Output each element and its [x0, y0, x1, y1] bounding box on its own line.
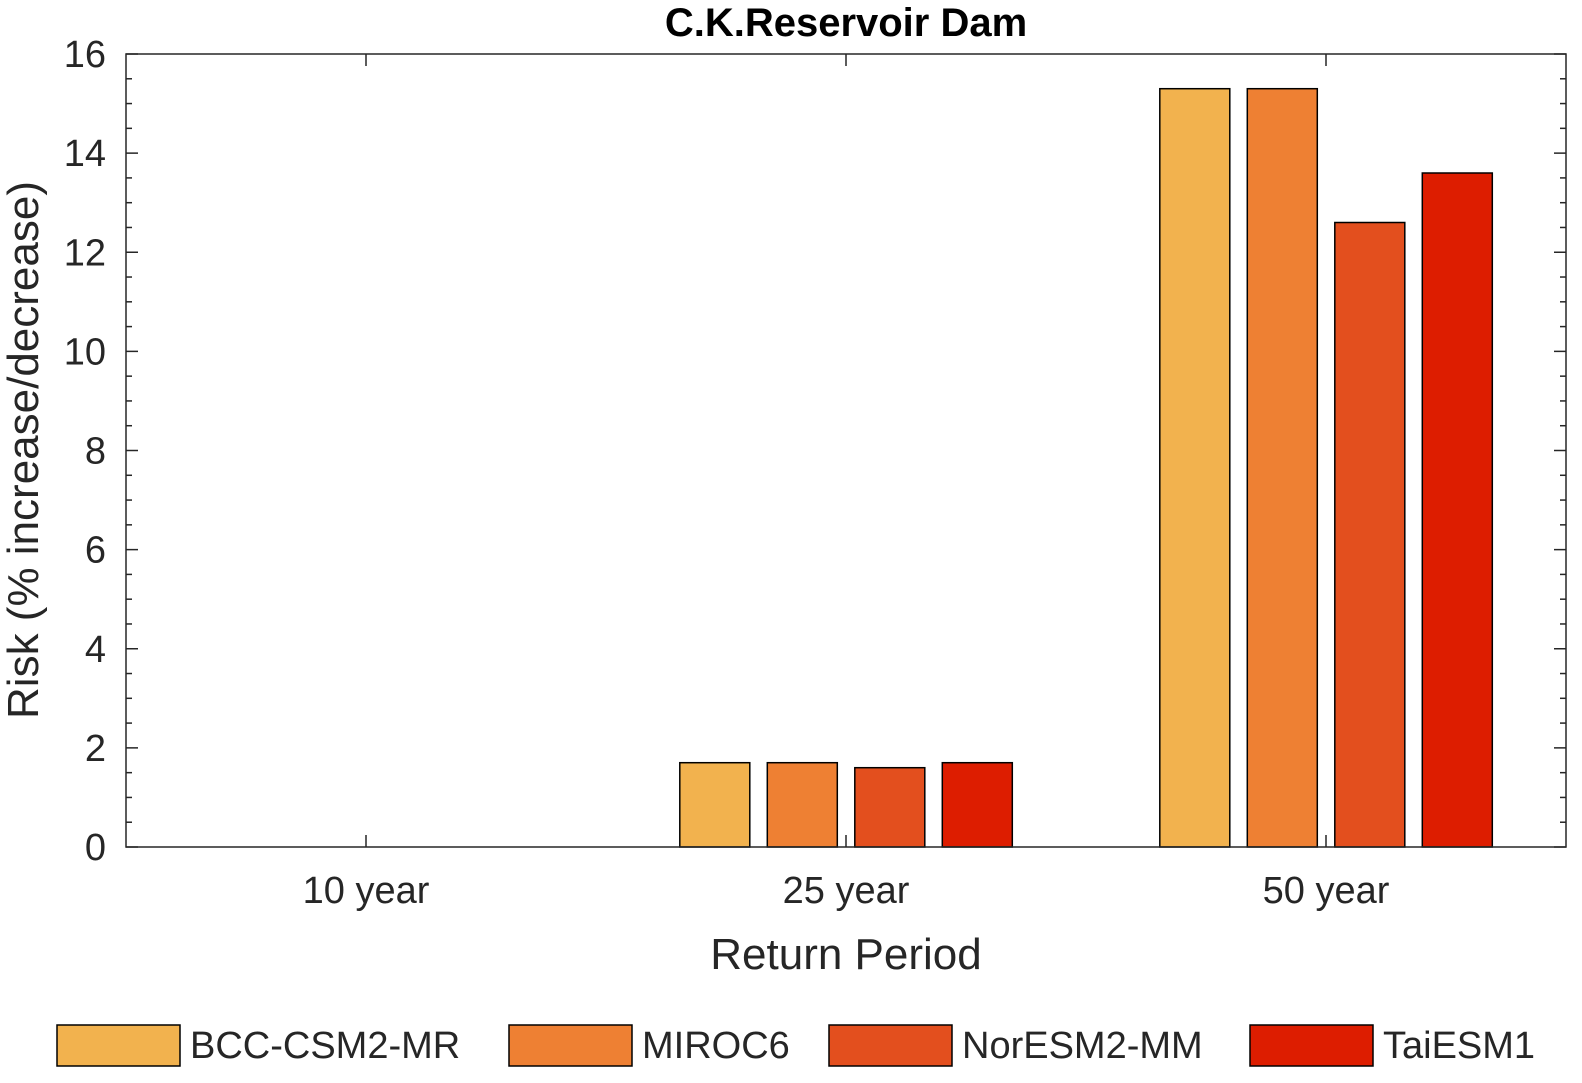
legend-swatch	[1249, 1024, 1374, 1067]
legend-label: TaiESM1	[1383, 1025, 1535, 1067]
plot-axes: 0 2 4 6 8 10 12 14 16 10 year 25 year 50 year	[64, 34, 1567, 912]
y-tick-label: 10	[64, 331, 106, 373]
bar-miroc6-25-year	[766, 761, 839, 848]
x-tick-label: 10 year	[303, 870, 430, 912]
legend: BCC-CSM2-MR MIROC6 NorESM2-MM TaiESM1	[56, 1024, 1535, 1067]
x-tick-label: 50 year	[1263, 870, 1390, 912]
bar-taiesm1-50-year	[1421, 172, 1494, 848]
legend-swatch	[828, 1024, 953, 1067]
y-tick-label: 12	[64, 232, 106, 274]
legend-label: NorESM2-MM	[962, 1025, 1203, 1067]
legend-swatch	[56, 1024, 181, 1067]
legend-label: BCC-CSM2-MR	[190, 1025, 460, 1067]
y-axis-label: Risk (% increase/decrease)	[0, 181, 48, 719]
x-tick-label: 25 year	[783, 870, 910, 912]
bar-taiesm1-25-year	[941, 761, 1014, 848]
y-tick-label: 4	[85, 629, 106, 671]
plot-bars	[679, 87, 1494, 848]
x-axis-label: Return Period	[710, 930, 981, 979]
bar-bcc-csm2-mr-25-year	[679, 761, 751, 848]
bar-noresm2-mm-50-year	[1334, 221, 1406, 848]
y-tick-label: 2	[85, 728, 106, 770]
y-tick-label: 16	[64, 34, 106, 76]
chart-title: C.K.Reservoir Dam	[665, 1, 1027, 45]
y-tick-label: 0	[85, 827, 106, 869]
legend-label: MIROC6	[642, 1025, 790, 1067]
bar-miroc6-50-year	[1246, 87, 1319, 848]
bar-noresm2-mm-25-year	[854, 766, 926, 848]
y-tick-label: 6	[85, 530, 106, 572]
legend-swatch	[508, 1024, 633, 1067]
y-tick-label: 14	[64, 133, 106, 175]
y-tick-label: 8	[85, 431, 106, 473]
bar-bcc-csm2-mr-50-year	[1159, 87, 1231, 848]
